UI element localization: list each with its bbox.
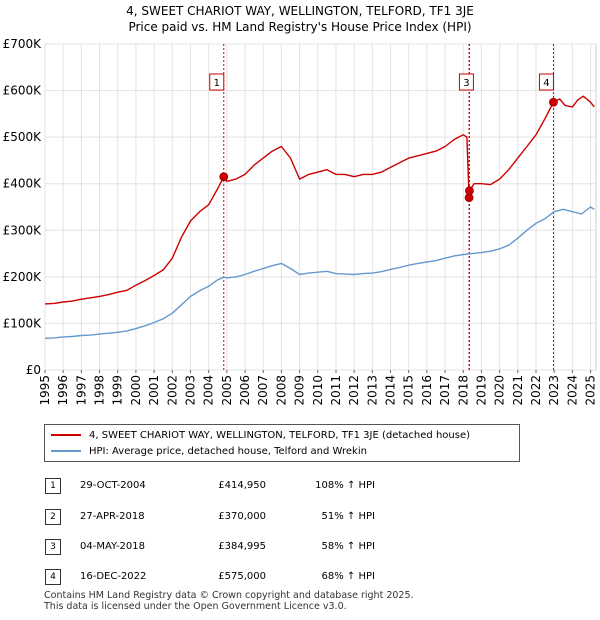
x-tick-label: 2013 [365, 375, 379, 406]
chart-series [44, 95, 595, 339]
x-tick-label: 2004 [202, 375, 216, 406]
x-tick-label: 1997 [74, 375, 88, 406]
sale-marker-number: 4 [543, 78, 549, 89]
sale-date: 16-DEC-2022 [80, 571, 147, 582]
sales-row: 2 27-APR-2018 £370,000 51% ↑ HPI [0, 507, 600, 527]
sale-marker-number: 1 [214, 78, 220, 89]
x-tick-label: 2017 [438, 375, 452, 406]
x-tick-label: 2020 [493, 375, 507, 406]
x-tick-label: 2002 [165, 375, 179, 406]
sale-hpi-change: 51% ↑ HPI [321, 511, 375, 522]
y-tick-label: £700K [3, 37, 43, 51]
sale-hpi-change: 108% ↑ HPI [315, 480, 375, 491]
y-tick-label: £600K [3, 84, 43, 98]
x-tick-label: 2022 [529, 375, 543, 406]
legend-item-hpi: HPI: Average price, detached house, Telf… [51, 445, 367, 459]
x-tick-label: 2003 [183, 375, 197, 406]
legend: 4, SWEET CHARIOT WAY, WELLINGTON, TELFOR… [44, 424, 520, 462]
x-axis: 1995 1996 1997 1998 1999 2000 2001 2002 2003 2004… [38, 370, 598, 406]
sale-price: £384,995 [218, 541, 266, 552]
y-tick-label: £200K [3, 270, 43, 284]
x-tick-label: 1999 [111, 375, 125, 406]
x-tick-label: 2007 [256, 375, 270, 406]
chart-title: 4, SWEET CHARIOT WAY, WELLINGTON, TELFOR… [126, 4, 474, 18]
sales-row: 4 16-DEC-2022 £575,000 68% ↑ HPI [0, 567, 600, 587]
chart-subtitle: Price paid vs. HM Land Registry's House … [128, 20, 472, 34]
sale-price: £370,000 [218, 511, 266, 522]
sale-date: 29-OCT-2004 [80, 480, 146, 491]
sale-point [219, 172, 229, 182]
y-axis: £0 £100K £200K £300K £400K £500K £600K £700K [3, 37, 43, 377]
sale-price: £575,000 [218, 571, 266, 582]
sale-marker-box-border [458, 73, 474, 91]
hpi-line [44, 206, 595, 339]
price-chart: 1 3 4 £0 £100K £200K £300K £400K £500K £600K £700… [3, 37, 598, 406]
x-tick-label: 2024 [565, 375, 579, 406]
sale-number: 2 [45, 509, 61, 525]
legend-swatch-hpi [51, 450, 81, 452]
x-tick-label: 2006 [238, 375, 252, 406]
sale-marker-number: 3 [463, 78, 469, 89]
footer-copyright: Contains HM Land Registry data © Crown c… [44, 590, 414, 601]
y-tick-label: £300K [3, 223, 43, 237]
x-tick-label: 2025 [584, 375, 598, 406]
sale-number: 3 [45, 539, 61, 555]
x-tick-label: 2019 [474, 375, 488, 406]
x-tick-label: 1995 [38, 375, 52, 406]
x-tick-label: 2005 [220, 375, 234, 406]
sale-point [549, 97, 558, 107]
x-tick-label: 2010 [311, 375, 325, 406]
footer: Contains HM Land Registry data © Crown c… [44, 590, 414, 612]
sale-hpi-change: 58% ↑ HPI [321, 541, 375, 552]
x-tick-label: 1996 [56, 375, 70, 406]
x-tick-label: 2001 [147, 375, 161, 406]
sale-hpi-change: 68% ↑ HPI [321, 571, 375, 582]
chart-grid [44, 43, 597, 371]
x-tick-label: 2021 [511, 375, 525, 406]
sale-date: 04-MAY-2018 [80, 541, 146, 552]
x-tick-label: 2018 [456, 375, 470, 406]
sale-marker-labels: 1 3 4 [209, 73, 554, 91]
sale-points [219, 97, 558, 203]
y-tick-label: £500K [3, 130, 43, 144]
sale-price: £414,950 [218, 480, 266, 491]
x-tick-label: 2012 [347, 375, 361, 406]
legend-item-property: 4, SWEET CHARIOT WAY, WELLINGTON, TELFOR… [51, 429, 470, 443]
y-tick-label: £0 [26, 363, 41, 377]
footer-licence: This data is licensed under the Open Gov… [44, 601, 347, 612]
sale-marker-box-border [209, 73, 225, 91]
x-tick-label: 2014 [384, 375, 398, 406]
x-tick-label: 2000 [129, 375, 143, 406]
sales-row: 3 04-MAY-2018 £384,995 58% ↑ HPI [0, 537, 600, 557]
x-tick-label: 2015 [402, 375, 416, 406]
sale-marker-box: 1 [209, 73, 225, 91]
legend-label-property: 4, SWEET CHARIOT WAY, WELLINGTON, TELFOR… [89, 430, 470, 441]
y-tick-label: £100K [3, 316, 43, 330]
sales-row: 1 29-OCT-2004 £414,950 108% ↑ HPI [0, 476, 600, 496]
y-tick-label: £400K [3, 177, 43, 191]
legend-label-hpi: HPI: Average price, detached house, Telf… [89, 446, 367, 457]
plot-area [44, 43, 597, 371]
x-tick-label: 2009 [293, 375, 307, 406]
x-tick-label: 2016 [420, 375, 434, 406]
property-price-line [44, 95, 595, 305]
x-tick-label: 2008 [274, 375, 288, 406]
sale-marker-box-border [538, 73, 554, 91]
legend-swatch-property [51, 434, 81, 436]
sale-number: 4 [45, 569, 61, 585]
x-tick-label: 1998 [93, 375, 107, 406]
x-tick-label: 2023 [547, 375, 561, 406]
sale-marker-box: 3 [458, 73, 474, 91]
x-tick-label: 2011 [329, 375, 343, 406]
sale-date: 27-APR-2018 [80, 511, 145, 522]
sale-number: 1 [45, 478, 61, 494]
sale-point [465, 186, 474, 196]
sale-marker-box: 4 [538, 73, 554, 91]
